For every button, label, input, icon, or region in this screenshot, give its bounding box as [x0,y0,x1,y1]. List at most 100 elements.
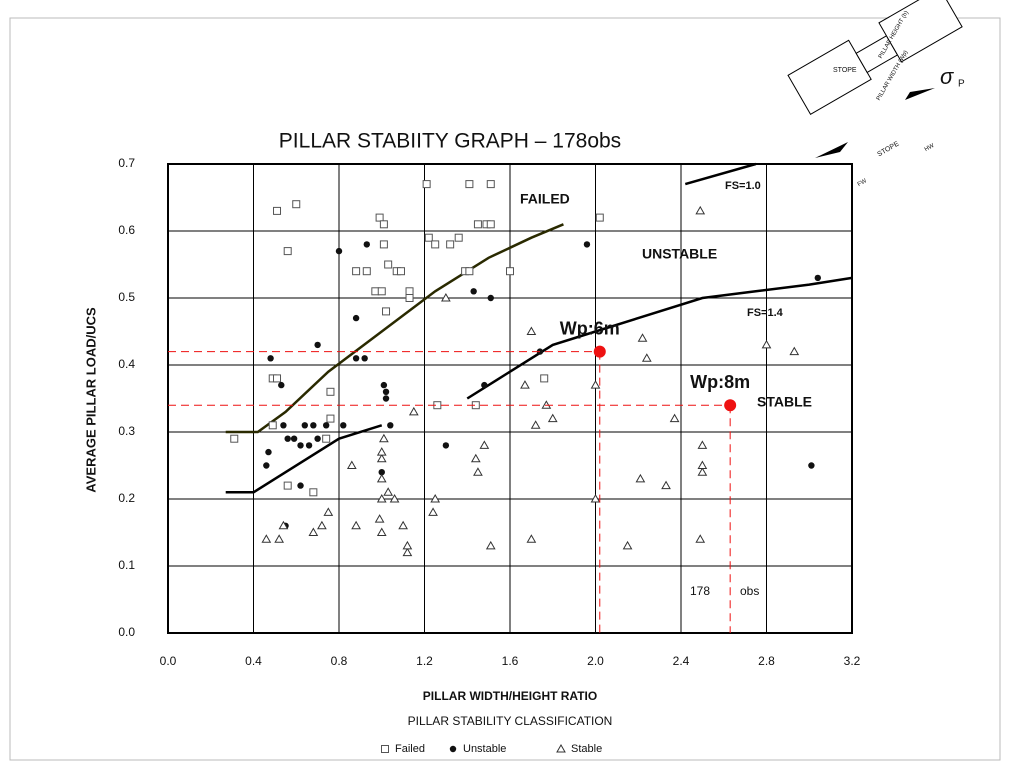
stable-point [317,520,327,530]
stable-point [376,493,387,503]
stable-point [473,467,483,476]
legend-label: Stable [571,743,602,755]
unstable-point [470,288,477,295]
failed-point [283,247,292,256]
unstable-point [387,422,394,429]
failed-point [424,233,433,242]
unstable-point [382,395,390,402]
annotation: FS=1.4 [747,307,784,319]
unstable-point [583,241,591,248]
stable-point [695,534,706,543]
y-axis-label: AVERAGE PILLAR LOAD/UCS [83,307,98,493]
failed-point [473,220,482,229]
chart-title: PILLAR STABIITY GRAPH – 178obs [279,130,621,153]
unstable-point [290,435,298,442]
unstable-point [487,294,494,302]
stable-point [637,333,648,342]
diagram-label: STOPE [833,67,857,74]
unstable-point [352,355,360,362]
failed-point [486,220,495,229]
y-tick-label: 0.0 [118,625,135,639]
unstable-point [267,355,274,362]
stable-point [789,346,800,356]
stable-point [669,413,680,423]
legend-label: Unstable [463,743,506,755]
unstable-point [380,381,388,389]
failed-point [396,267,405,276]
unstable-point [305,442,313,449]
failed-point [486,180,495,189]
failed-point [382,307,391,316]
failed-point [454,233,463,242]
wp-point [593,345,606,358]
annotation: FAILED [520,191,570,207]
stable-point [695,205,706,215]
x-tick-label: 1.2 [416,654,433,668]
failed-point [377,287,386,296]
load-arrow [905,88,935,100]
failed-point [446,240,455,249]
pillar-diagram: STOPE PILLAR HEIGHT (h)PILLAR WIDTH (Wp)… [787,0,965,188]
stable-point [402,547,413,557]
x-tick-label: 3.2 [844,654,861,668]
stable-point [278,520,289,530]
failed-point [326,387,335,396]
stable-point [398,520,408,530]
x-tick-label: 0.8 [331,654,348,668]
stable-point [697,460,708,469]
y-tick-label: 0.3 [118,424,135,438]
unstable-point [382,388,390,395]
stable-point [389,493,400,503]
annotation: STABLE [757,394,812,410]
stable-point [526,326,537,335]
failed-point [405,294,414,302]
stable-point [323,507,334,516]
stable-point [376,447,387,456]
x-tick-label: 2.4 [673,654,690,668]
unstable-point [280,422,287,429]
failed-point [465,267,474,276]
stable-point [261,534,272,543]
unstable-point [442,442,450,449]
stable-point [547,413,558,423]
failed-point [375,213,384,222]
y-tick-label: 0.2 [118,491,135,505]
stable-point [274,534,285,543]
unstable-point [263,462,270,469]
unstable-point [278,381,285,389]
annotation: FS=1.0 [725,180,761,192]
unstable-point [335,247,343,255]
stable-point [590,493,601,503]
stable-point [376,473,387,483]
y-tick-label: 0.4 [118,357,135,371]
stable-point [470,453,481,463]
diagram-label: FW [857,178,868,188]
diagram-label: P [958,79,965,90]
failed-point [230,434,239,443]
failed-point [431,240,440,249]
annotation: UNSTABLE [642,246,717,262]
unstable-point [284,435,291,442]
failed-point [322,434,331,443]
failed-point [352,267,361,276]
stable-point [622,540,633,550]
failed-point [362,267,371,276]
unstable-point [297,442,304,449]
unstable-point [340,422,347,429]
failed-point [506,267,514,276]
stable-point [526,534,537,543]
failed-point [381,745,389,753]
stable-point [556,743,566,753]
annotation: obs [740,584,759,598]
stable-point [376,527,387,536]
stable-point [379,433,389,443]
legend-title: PILLAR STABILITY CLASSIFICATION [408,714,613,728]
stable-point [697,467,708,476]
x-tick-label: 0.0 [160,654,177,668]
unstable-point [314,341,321,349]
y-tick-label: 0.7 [118,156,135,170]
unstable-point [449,745,457,753]
failed-point [309,488,318,497]
stable-point [383,487,394,496]
